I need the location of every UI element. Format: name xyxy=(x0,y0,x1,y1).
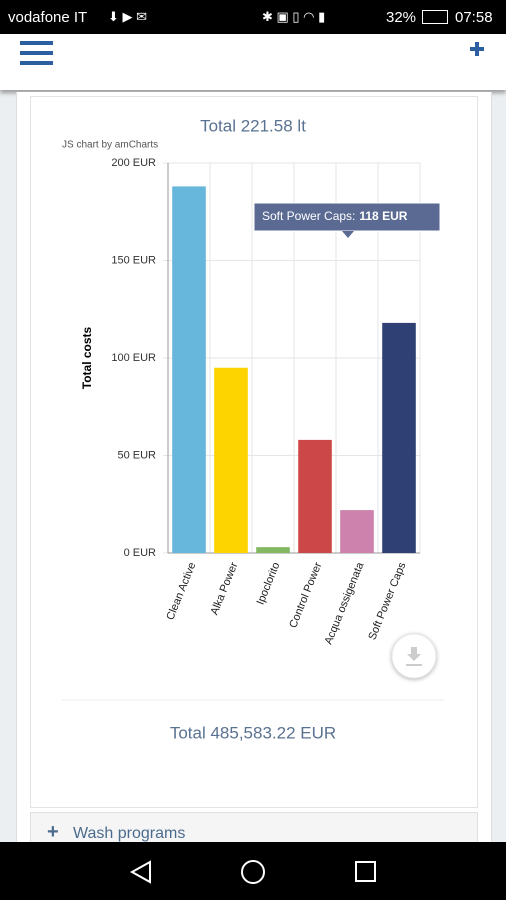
expand-icon: + xyxy=(47,821,59,843)
x-tick-label: Ipoclorito xyxy=(255,561,283,607)
tooltip-pointer xyxy=(342,231,354,238)
home-button[interactable] xyxy=(241,860,265,884)
battery-icon xyxy=(422,10,448,24)
tooltip: Soft Power Caps: 118 EUR xyxy=(253,202,441,238)
section-title: Wash programs xyxy=(73,825,186,842)
x-tick-label: Alka Power xyxy=(209,560,241,616)
x-tick-label: Clean Active xyxy=(164,561,198,622)
chart-credit: JS chart by amCharts xyxy=(62,140,158,151)
chart: Total 221.58 lt JS chart by amCharts Tot… xyxy=(62,116,444,742)
battery: 32% xyxy=(386,9,417,26)
bar xyxy=(340,510,374,553)
notification-icons: ⬇ ▶ ✉ xyxy=(108,9,148,24)
back-button[interactable] xyxy=(129,860,151,884)
status-bar: vodafone IT ⬇ ▶ ✉ ✱ ▣ ▯ ◠ ▮ 32% 07:58 xyxy=(0,0,506,34)
nav-bar xyxy=(0,842,506,900)
carrier: vodafone IT xyxy=(8,9,88,26)
bar xyxy=(172,186,206,553)
app-header xyxy=(0,34,506,90)
bar xyxy=(298,439,332,553)
y-tick-label: 0 EUR xyxy=(124,547,156,559)
recents-button[interactable] xyxy=(355,861,376,882)
top-total: Total 221.58 lt xyxy=(200,116,306,135)
bar xyxy=(256,547,290,553)
download-icon xyxy=(406,647,422,666)
y-tick-label: 50 EUR xyxy=(117,449,156,461)
tooltip-text: Soft Power Caps: 118 EUR xyxy=(262,209,408,223)
tooltip-label: Soft Power Caps: xyxy=(262,209,355,223)
tooltip-box xyxy=(253,202,441,232)
bottom-total: Total 485,583.22 EUR xyxy=(170,723,336,742)
y-tick-label: 150 EUR xyxy=(111,254,156,266)
tooltip-value: 118 EUR xyxy=(359,209,407,223)
x-tick-label: Control Power xyxy=(287,560,324,629)
bar xyxy=(214,367,248,553)
time: 07:58 xyxy=(455,9,493,26)
y-axis-label: Total costs xyxy=(80,326,94,389)
menu-button[interactable] xyxy=(20,38,56,70)
x-tick-label: Soft Power Caps xyxy=(366,560,408,641)
bar xyxy=(382,322,416,553)
y-tick-label: 100 EUR xyxy=(111,352,156,364)
system-icons: ✱ ▣ ▯ ◠ ▮ xyxy=(262,9,326,24)
y-tick-label: 200 EUR xyxy=(111,157,156,169)
add-button[interactable] xyxy=(468,40,486,58)
x-tick-label: Acqua ossigenata xyxy=(323,560,367,646)
